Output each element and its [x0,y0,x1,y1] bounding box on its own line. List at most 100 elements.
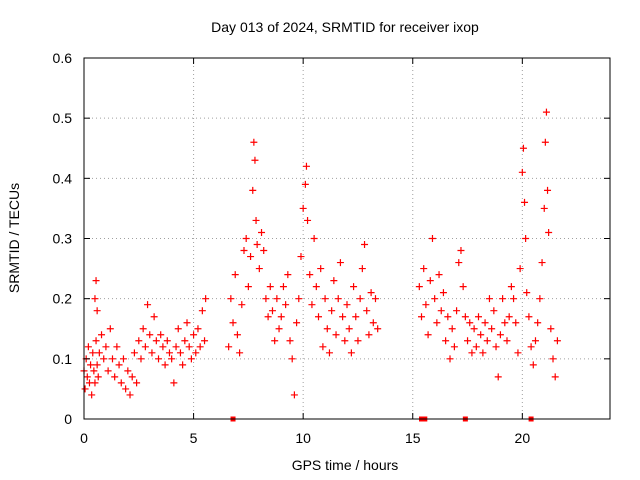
data-point [442,337,450,345]
data-point [122,385,130,393]
data-point [510,295,518,303]
data-point [297,253,305,261]
data-point [321,295,329,303]
data-point [540,204,548,212]
data-point [266,283,274,291]
data-point [492,343,500,351]
data-point [284,271,292,279]
data-point [81,385,89,393]
data-point [470,325,478,333]
data-point [152,337,160,345]
data-point [544,186,552,194]
data-point [108,355,116,363]
data-point [494,373,502,381]
x-tick-label: 0 [80,430,88,446]
data-point [181,337,189,345]
data-point [183,319,191,327]
data-point [98,331,106,339]
data-point [192,349,200,357]
data-point [275,325,283,333]
data-point [168,355,176,363]
data-point [306,271,314,279]
data-point [299,204,307,212]
data-point [150,313,158,321]
data-point [358,265,366,273]
data-point [477,331,485,339]
data-point [328,307,336,315]
data-point [262,295,270,303]
data-point [547,325,555,333]
data-point [83,373,91,381]
data-point [330,277,338,285]
data-point [312,283,320,291]
data-point [446,355,454,363]
data-point [418,313,426,321]
data-point [507,283,515,291]
data-point [521,198,529,206]
data-point [302,162,310,170]
data-point [444,313,452,321]
data-point [308,301,316,309]
data-point [525,313,533,321]
data-point [117,379,125,387]
data-point [141,343,149,351]
data-point [468,349,476,357]
data-point [194,325,202,333]
data-point [130,349,138,357]
data-point [479,349,487,357]
data-point [253,241,261,249]
data-point [93,307,101,315]
data-point [179,361,187,369]
data-point [146,331,154,339]
data-point [424,331,432,339]
data-point [323,325,331,333]
data-point [170,379,178,387]
data-point [501,319,509,327]
data-point [352,313,360,321]
data-point [92,337,100,345]
data-point [512,319,520,327]
data-point [290,391,298,399]
data-point [172,343,180,351]
data-point [496,331,504,339]
data-point [448,325,456,333]
data-point [144,301,152,309]
data-point [483,337,491,345]
data-point [422,301,430,309]
data-point [459,283,467,291]
data-point [100,355,108,363]
data-point [91,379,99,387]
data-point [343,301,351,309]
data-point [282,301,290,309]
data-point [252,216,260,224]
y-axis-label: SRMTID / TECUs [6,183,22,293]
data-point [457,247,465,255]
data-point [244,283,252,291]
data-point [126,391,134,399]
data-point [273,295,281,303]
data-point [93,361,101,369]
data-point [531,337,539,345]
data-point [176,349,184,357]
data-point [255,265,263,273]
data-point [301,180,309,188]
data-point [139,325,147,333]
data-point [227,295,235,303]
data-point [238,301,246,309]
data-point [133,379,141,387]
data-point [317,265,325,273]
data-point [277,313,285,321]
data-point [258,228,266,236]
data-point [119,355,127,363]
data-point [87,361,95,369]
data-point [249,186,257,194]
data-point [545,228,553,236]
data-point [505,313,513,321]
data-point [490,307,498,315]
data-point [174,325,182,333]
data-point [365,331,373,339]
data-point [295,295,303,303]
data-point [319,343,327,351]
data-point [196,343,204,351]
